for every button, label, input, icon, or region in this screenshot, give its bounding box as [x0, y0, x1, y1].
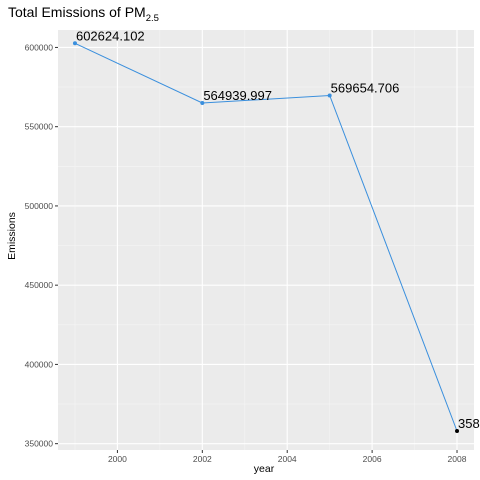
y-tick-label: 500000	[25, 201, 54, 211]
x-tick-label: 2000	[108, 454, 127, 464]
x-tick-label: 2008	[448, 454, 467, 464]
y-tick-label: 550000	[25, 122, 54, 132]
x-tick-label: 2002	[193, 454, 212, 464]
data-point	[200, 101, 205, 106]
plot-panel	[58, 30, 474, 450]
minor-grid-y	[58, 86, 474, 405]
x-tick-label: 2006	[363, 454, 382, 464]
axis-ticks	[55, 46, 458, 453]
series-line	[74, 42, 458, 432]
data-point	[327, 93, 332, 98]
data-label: 602624.102	[76, 28, 145, 43]
y-tick-label: 600000	[25, 42, 54, 52]
y-tick-labels: 350000 400000 450000 500000 550000 600000	[25, 42, 54, 448]
chart-title: Total Emissions of PM2.5	[8, 4, 159, 24]
x-axis-title: year	[254, 463, 275, 475]
major-grid-x	[116, 30, 458, 450]
y-tick-label: 350000	[25, 439, 54, 449]
y-tick-label: 450000	[25, 280, 54, 290]
data-label: 358	[458, 416, 480, 431]
major-grid-y	[58, 46, 474, 445]
data-label: 569654.706	[331, 81, 400, 96]
y-axis-title: Emissions	[6, 212, 18, 260]
data-labels: 602624.102 564939.997 569654.706 358	[76, 28, 480, 431]
y-tick-label: 400000	[25, 359, 54, 369]
data-points	[72, 41, 460, 433]
x-tick-label: 2004	[278, 454, 297, 464]
x-tick-labels: 2000 2002 2004 2006 2008	[108, 454, 467, 464]
data-point	[72, 41, 77, 46]
data-point	[455, 428, 460, 433]
data-label: 564939.997	[203, 88, 272, 103]
